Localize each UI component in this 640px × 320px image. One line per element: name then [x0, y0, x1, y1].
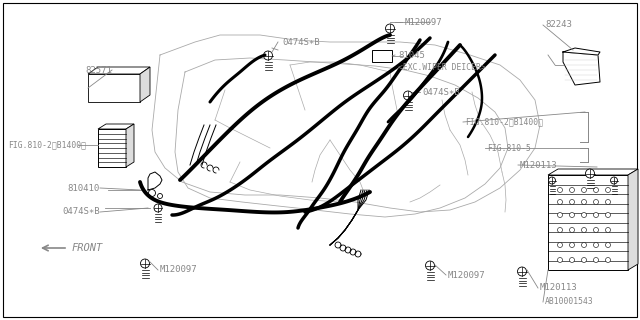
Text: M120113: M120113: [520, 161, 557, 170]
Text: FIG.810-2〈B1400〉: FIG.810-2〈B1400〉: [8, 140, 86, 149]
Text: M120113: M120113: [540, 284, 578, 292]
Text: FIG.810-5: FIG.810-5: [487, 143, 531, 153]
Text: M120097: M120097: [448, 270, 486, 279]
Circle shape: [570, 243, 575, 247]
Text: FIG.810-2〈B1400〉: FIG.810-2〈B1400〉: [465, 117, 543, 126]
Circle shape: [154, 204, 162, 212]
Text: 82243: 82243: [545, 20, 572, 28]
Circle shape: [557, 228, 563, 233]
Text: <EXC.WIPER DEICER>: <EXC.WIPER DEICER>: [398, 62, 486, 71]
Circle shape: [426, 261, 435, 270]
Circle shape: [570, 199, 575, 204]
Text: 0474S∗B: 0474S∗B: [422, 87, 460, 97]
Circle shape: [605, 243, 611, 247]
Circle shape: [605, 188, 611, 193]
Circle shape: [582, 212, 586, 218]
Circle shape: [403, 91, 413, 100]
Text: 0474S∗B: 0474S∗B: [62, 207, 100, 217]
Circle shape: [582, 258, 586, 262]
Circle shape: [582, 243, 586, 247]
Circle shape: [593, 228, 598, 233]
Circle shape: [570, 188, 575, 193]
Circle shape: [593, 258, 598, 262]
Text: 810410: 810410: [68, 183, 100, 193]
Circle shape: [548, 177, 556, 184]
Circle shape: [582, 199, 586, 204]
Polygon shape: [563, 48, 600, 55]
Circle shape: [141, 259, 150, 268]
Polygon shape: [548, 169, 638, 175]
Circle shape: [557, 188, 563, 193]
Polygon shape: [628, 169, 638, 270]
Circle shape: [593, 199, 598, 204]
Circle shape: [582, 188, 586, 193]
Circle shape: [611, 177, 618, 184]
Bar: [98, 129, 126, 167]
Circle shape: [557, 199, 563, 204]
Circle shape: [570, 212, 575, 218]
Circle shape: [605, 228, 611, 233]
Bar: [88, 74, 140, 102]
Circle shape: [593, 188, 598, 193]
Bar: [548, 175, 628, 270]
Circle shape: [582, 228, 586, 233]
Text: M120097: M120097: [160, 266, 198, 275]
Polygon shape: [140, 67, 150, 102]
Bar: [372, 50, 392, 62]
Circle shape: [385, 24, 394, 33]
Circle shape: [557, 258, 563, 262]
Circle shape: [557, 243, 563, 247]
Text: AB10001543: AB10001543: [545, 298, 594, 307]
Circle shape: [570, 258, 575, 262]
Text: 0474S∗B: 0474S∗B: [282, 37, 319, 46]
Circle shape: [518, 267, 527, 276]
Text: M120097: M120097: [405, 18, 443, 27]
Text: 81045: 81045: [398, 51, 425, 60]
Circle shape: [586, 169, 595, 178]
Circle shape: [593, 212, 598, 218]
Circle shape: [157, 194, 163, 198]
Text: 82571: 82571: [85, 66, 112, 75]
Circle shape: [593, 243, 598, 247]
Circle shape: [570, 228, 575, 233]
Circle shape: [605, 199, 611, 204]
Circle shape: [148, 189, 156, 196]
Text: FRONT: FRONT: [72, 243, 103, 253]
Circle shape: [264, 51, 273, 60]
Circle shape: [557, 212, 563, 218]
Polygon shape: [98, 124, 134, 129]
Circle shape: [605, 212, 611, 218]
Polygon shape: [126, 124, 134, 167]
Circle shape: [605, 258, 611, 262]
Polygon shape: [88, 67, 150, 74]
